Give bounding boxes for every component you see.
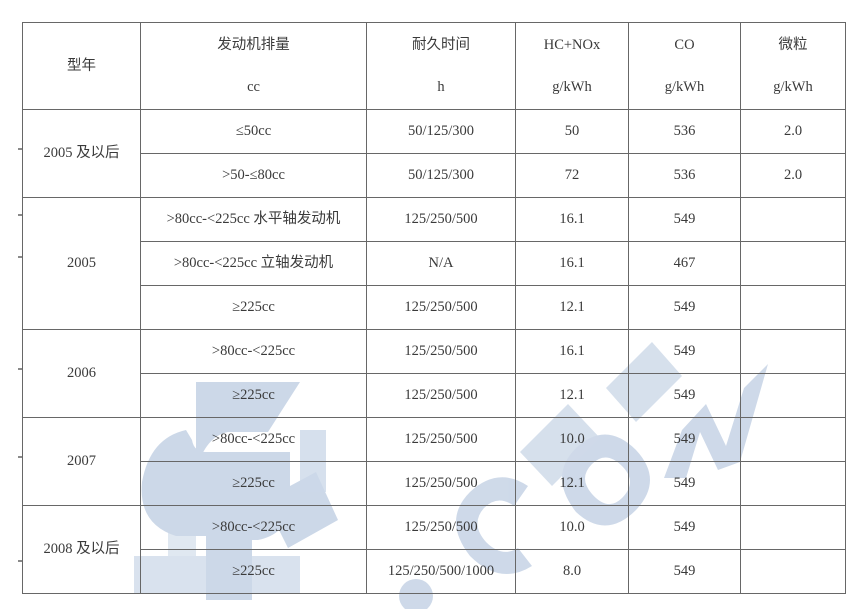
cell-hc-nox: 12.1: [515, 461, 629, 506]
column-unit: g/kWh: [664, 78, 705, 95]
cell-durability: 125/250/500: [366, 461, 516, 506]
table-row: 2005 >80cc-<225cc 水平轴发动机 125/250/500 16.…: [22, 197, 846, 330]
column-title: HC+NOx: [543, 37, 601, 54]
cell-durability: 125/250/500: [366, 197, 516, 242]
cell-durability: 125/250/500: [366, 505, 516, 550]
cell-durability: 50/125/300: [366, 153, 516, 198]
cell-hc-nox: 10.0: [515, 505, 629, 550]
column-header-displacement: 发动机排量 cc: [140, 22, 367, 110]
cell-model-year: 2006: [22, 329, 141, 418]
cell-durability: 125/250/500/1000: [366, 549, 516, 594]
cell-model-year: 2005 及以后: [22, 109, 141, 198]
table-row: ≥225cc 125/250/500 12.1 549: [23, 461, 846, 506]
cell-displacement: ≥225cc: [140, 373, 367, 418]
cell-pm: [740, 549, 846, 594]
cell-co: 549: [628, 197, 741, 242]
table-row: ≥225cc 125/250/500 12.1 549: [23, 373, 846, 418]
cell-displacement: ≤50cc: [140, 109, 367, 154]
cell-displacement: ≥225cc: [140, 461, 367, 506]
cell-durability: 125/250/500: [366, 417, 516, 462]
cell-co: 549: [628, 329, 741, 374]
cell-hc-nox: 12.1: [515, 285, 629, 330]
column-header-durability: 耐久时间 h: [366, 22, 516, 110]
cell-displacement: >80cc-<225cc: [140, 329, 367, 374]
column-unit: g/kWh: [552, 78, 592, 95]
column-unit: cc: [247, 78, 260, 95]
cell-co: 536: [628, 153, 741, 198]
cell-durability: N/A: [366, 241, 516, 286]
cell-displacement: >80cc-<225cc: [140, 505, 367, 550]
column-title: 耐久时间: [412, 37, 470, 54]
column-unit: h: [437, 78, 445, 95]
cell-pm: [740, 417, 846, 462]
cell-model-year: 2008 及以后: [22, 505, 141, 594]
cell-pm: [740, 373, 846, 418]
column-title: 微粒: [778, 37, 808, 54]
cell-pm: [740, 197, 846, 242]
table-row: >50-≤80cc 50/125/300 72 536 2.0: [23, 153, 846, 198]
cell-co: 467: [628, 241, 741, 286]
table-row: 2006 >80cc-<225cc 125/250/500 16.1 549: [22, 329, 846, 418]
cell-hc-nox: 16.1: [515, 197, 629, 242]
cell-co: 549: [628, 461, 741, 506]
cell-displacement: >80cc-<225cc 水平轴发动机: [140, 197, 367, 242]
table-row: ≥225cc 125/250/500 12.1 549: [23, 285, 846, 330]
cell-co: 549: [628, 285, 741, 330]
cell-hc-nox: 16.1: [515, 329, 629, 374]
cell-co: 536: [628, 109, 741, 154]
cell-co: 549: [628, 505, 741, 550]
table-row: ≥225cc 125/250/500/1000 8.0 549: [23, 549, 846, 594]
cell-hc-nox: 50: [515, 109, 629, 154]
cell-displacement: >80cc-<225cc: [140, 417, 367, 462]
cell-pm: [740, 505, 846, 550]
cell-pm: [740, 329, 846, 374]
cell-hc-nox: 72: [515, 153, 629, 198]
cell-hc-nox: 16.1: [515, 241, 629, 286]
column-header-hc-nox: HC+NOx g/kWh: [515, 22, 629, 110]
emission-standards-table: 型年 发动机排量 cc 耐久时间 h HC+NOx g/kWh CO g/kWh: [22, 22, 846, 594]
column-header-co: CO g/kWh: [628, 22, 741, 110]
cell-co: 549: [628, 549, 741, 594]
cell-hc-nox: 8.0: [515, 549, 629, 594]
table-row: 2008 及以后 >80cc-<225cc 125/250/500 10.0 5…: [22, 505, 846, 594]
cell-durability: 50/125/300: [366, 109, 516, 154]
column-header-model-year: 型年: [22, 22, 141, 110]
scan-artifact-tick: [18, 214, 22, 216]
column-title: CO: [674, 37, 695, 54]
cell-hc-nox: 12.1: [515, 373, 629, 418]
scan-artifact-tick: [18, 456, 22, 458]
cell-durability: 125/250/500: [366, 373, 516, 418]
cell-pm: [740, 241, 846, 286]
cell-model-year: 2007: [22, 417, 141, 506]
cell-pm: 2.0: [740, 109, 846, 154]
cell-pm: [740, 461, 846, 506]
cell-pm: 2.0: [740, 153, 846, 198]
table-row: 2007 >80cc-<225cc 125/250/500 10.0 549: [22, 417, 846, 506]
cell-pm: [740, 285, 846, 330]
column-unit: g/kWh: [773, 78, 813, 95]
scan-artifact-tick: [18, 368, 22, 370]
column-header-pm: 微粒 g/kWh: [740, 22, 846, 110]
cell-co: 549: [628, 373, 741, 418]
scan-artifact-tick: [18, 560, 22, 562]
cell-displacement: >80cc-<225cc 立轴发动机: [140, 241, 367, 286]
cell-displacement: >50-≤80cc: [140, 153, 367, 198]
cell-hc-nox: 10.0: [515, 417, 629, 462]
table-row: 2005 及以后 ≤50cc 50/125/300 50 536 2.0: [22, 109, 846, 198]
cell-displacement: ≥225cc: [140, 285, 367, 330]
cell-model-year: 2005: [22, 197, 141, 330]
cell-co: 549: [628, 417, 741, 462]
scan-artifact-tick: [18, 256, 22, 258]
column-title: 型年: [67, 57, 96, 74]
cell-durability: 125/250/500: [366, 329, 516, 374]
cell-durability: 125/250/500: [366, 285, 516, 330]
scan-artifact-tick: [18, 148, 22, 150]
table-header-row: 型年 发动机排量 cc 耐久时间 h HC+NOx g/kWh CO g/kWh: [22, 22, 846, 110]
table-row: >80cc-<225cc 立轴发动机 N/A 16.1 467: [23, 241, 846, 286]
cell-displacement: ≥225cc: [140, 549, 367, 594]
column-title: 发动机排量: [217, 37, 290, 54]
